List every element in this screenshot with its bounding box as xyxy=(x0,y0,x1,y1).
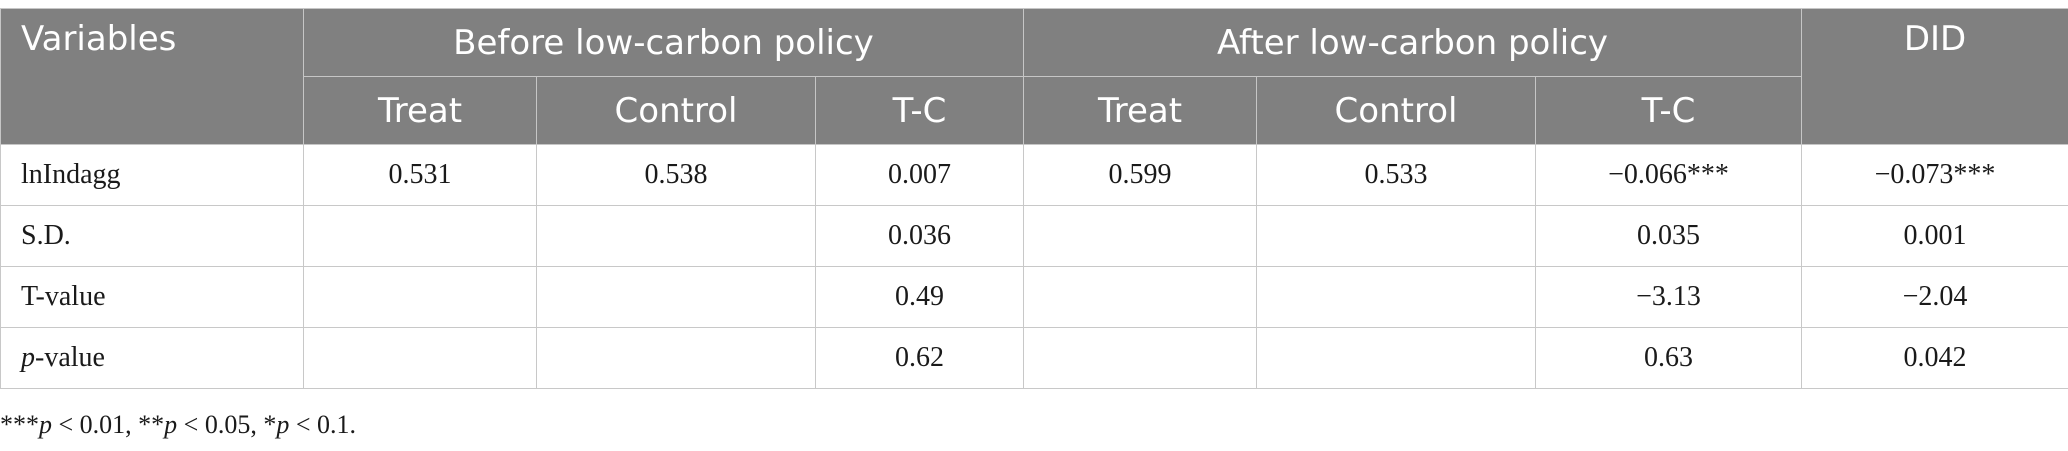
table-cell: 0.49 xyxy=(815,266,1024,328)
table-row: T-value 0.49 −3.13 −2.04 xyxy=(0,266,2068,328)
table-body: lnIndagg 0.531 0.538 0.007 0.599 0.533 −… xyxy=(0,144,2068,389)
before-tc-header: T-C xyxy=(815,76,1024,145)
table-cell xyxy=(303,205,537,267)
row-label-text: -value xyxy=(35,342,105,373)
footnote-marker: *** xyxy=(0,410,39,439)
before-policy-header: Before low-carbon policy xyxy=(303,8,1024,77)
table-cell xyxy=(1023,266,1257,328)
footnote-p: p xyxy=(164,410,178,439)
table-cell: 0.007 xyxy=(815,144,1024,206)
table-row: lnIndagg 0.531 0.538 0.007 0.599 0.533 −… xyxy=(0,144,2068,206)
results-table-container: Variables Before low-carbon policy After… xyxy=(0,8,2068,389)
table-cell xyxy=(303,327,537,389)
table-cell: −3.13 xyxy=(1534,266,1803,328)
table-cell: 0.036 xyxy=(815,205,1024,267)
footnote-p: p xyxy=(39,410,52,439)
table-cell: 0.533 xyxy=(1256,144,1536,206)
after-tc-header: T-C xyxy=(1534,76,1803,145)
row-label: T-value xyxy=(0,266,304,328)
before-control-header: Control xyxy=(536,76,816,145)
table-cell xyxy=(536,327,816,389)
footnote-marker: ** xyxy=(138,410,165,439)
table-cell xyxy=(303,266,537,328)
table-cell: 0.63 xyxy=(1534,327,1803,389)
row-label-text: lnIndagg xyxy=(21,159,121,190)
table-cell: 0.599 xyxy=(1023,144,1257,206)
footnote-text: < 0.01, xyxy=(52,410,139,439)
table-cell: −0.073*** xyxy=(1801,144,2068,206)
after-policy-header: After low-carbon policy xyxy=(1022,8,1803,77)
row-label: S.D. xyxy=(0,205,304,267)
table-header: Variables Before low-carbon policy After… xyxy=(0,8,2068,145)
row-label-italic: p xyxy=(21,342,35,373)
header-row-2: Treat Control T-C Treat Control T-C xyxy=(1,76,2068,145)
table-cell: 0.042 xyxy=(1801,327,2068,389)
significance-footnote: ***p < 0.01, **p < 0.05, *p < 0.1. xyxy=(0,410,356,440)
row-label: lnIndagg xyxy=(0,144,304,206)
footnote-text: < 0.05, xyxy=(177,410,264,439)
table-cell xyxy=(536,266,816,328)
table-cell: −2.04 xyxy=(1801,266,2068,328)
table-cell: −0.066*** xyxy=(1534,144,1803,206)
table-cell xyxy=(1256,205,1536,267)
footnote-p: p xyxy=(276,410,290,439)
after-control-header: Control xyxy=(1256,76,1536,145)
did-header: DID xyxy=(1801,8,2068,145)
table-row: p-value 0.62 0.63 0.042 xyxy=(0,327,2068,389)
row-label-text: S.D. xyxy=(21,220,71,251)
table-cell xyxy=(1023,327,1257,389)
footnote-marker: * xyxy=(263,410,277,439)
table-cell: 0.538 xyxy=(536,144,816,206)
header-row-1: Variables Before low-carbon policy After… xyxy=(0,8,2068,145)
table-cell: 0.035 xyxy=(1534,205,1803,267)
table-row: S.D. 0.036 0.035 0.001 xyxy=(0,205,2068,267)
table-cell xyxy=(536,205,816,267)
did-results-table: Variables Before low-carbon policy After… xyxy=(0,8,2068,389)
before-treat-header: Treat xyxy=(303,76,537,145)
footnote-text: < 0.1. xyxy=(289,410,357,439)
row-label-text: T-value xyxy=(21,281,106,312)
variables-header: Variables xyxy=(0,8,304,145)
table-cell xyxy=(1256,327,1536,389)
table-cell xyxy=(1023,205,1257,267)
table-cell: 0.62 xyxy=(815,327,1024,389)
after-treat-header: Treat xyxy=(1023,76,1257,145)
table-cell: 0.531 xyxy=(303,144,537,206)
table-cell xyxy=(1256,266,1536,328)
row-label: p-value xyxy=(0,327,304,389)
table-cell: 0.001 xyxy=(1801,205,2068,267)
